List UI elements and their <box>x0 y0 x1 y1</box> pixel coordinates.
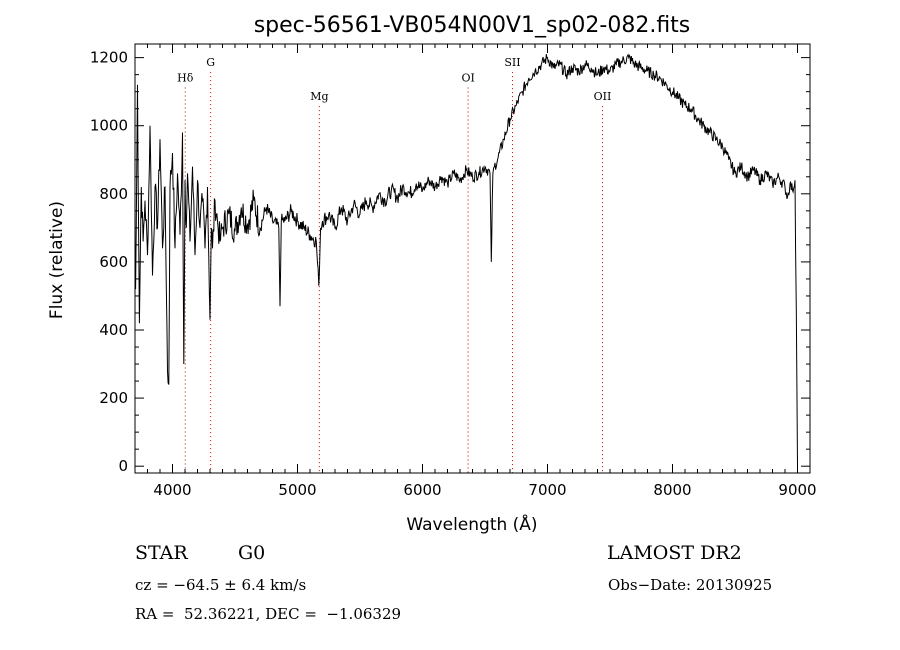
y-tick-label: 600 <box>99 253 128 271</box>
y-tick-label: 1000 <box>90 117 128 135</box>
x-axis-label: Wavelength (Å) <box>406 513 537 535</box>
spectral-line-label: OI <box>461 71 474 84</box>
chart-title: spec-56561-VB054N00V1_sp02-082.fits <box>254 13 691 38</box>
plot-area: Hδ G Mg OI SII OII 4000 5000 6000 7000 8000 9000 0 20… <box>90 43 817 499</box>
spectral-line-label: Hδ <box>177 71 194 84</box>
y-tick-label: 400 <box>99 321 128 339</box>
x-tick-label: 4000 <box>153 481 191 499</box>
coordinates: RA = 52.36221, DEC = −1.06329 <box>135 605 402 623</box>
redshift-cz: cz = −64.5 ± 6.4 km/s <box>135 576 307 594</box>
x-tick-label: 9000 <box>778 481 816 499</box>
subclass: G0 <box>238 542 266 564</box>
y-tick-label: 0 <box>118 457 128 475</box>
spectral-line-label: SII <box>504 56 520 69</box>
x-tick-label: 5000 <box>278 481 316 499</box>
observation-date: Obs−Date: 20130925 <box>608 576 773 594</box>
spectral-line-label: Mg <box>310 90 328 103</box>
object-type: STAR <box>135 542 188 564</box>
survey-name: LAMOST DR2 <box>607 542 742 564</box>
spectral-line-label: G <box>206 56 215 69</box>
x-tick-label: 8000 <box>653 481 691 499</box>
plot-frame <box>134 43 811 474</box>
y-axis-label: Flux (relative) <box>47 201 67 319</box>
x-tick-label: 6000 <box>403 481 441 499</box>
y-tick-label: 800 <box>99 185 128 203</box>
x-tick-label: 7000 <box>528 481 566 499</box>
spectral-line-label: OII <box>594 90 612 103</box>
y-tick-label: 1200 <box>90 49 128 67</box>
y-tick-label: 200 <box>99 389 128 407</box>
spectrum-line <box>135 53 798 467</box>
